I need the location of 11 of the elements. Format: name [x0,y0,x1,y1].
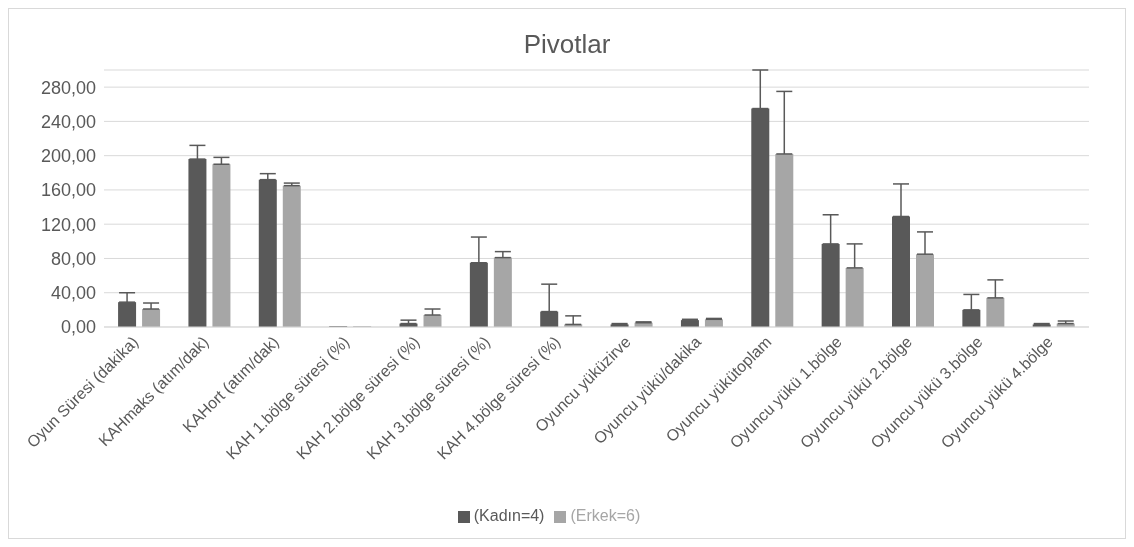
y-tick-label: 80,00 [50,248,96,269]
y-tick-label: 160,00 [40,180,96,201]
y-tick-label: 120,00 [40,214,96,235]
legend-label: (Erkek=6) [570,507,641,524]
y-tick-label: 240,00 [40,111,96,132]
legend-label: (Kadın=4) [473,507,545,524]
y-tick-label: 280,00 [40,77,96,98]
chart-title: Pivotlar [522,29,612,60]
y-tick-label: 0,00 [60,317,96,338]
y-tick-label: 200,00 [40,146,96,167]
y-tick-label: 40,00 [50,283,96,304]
